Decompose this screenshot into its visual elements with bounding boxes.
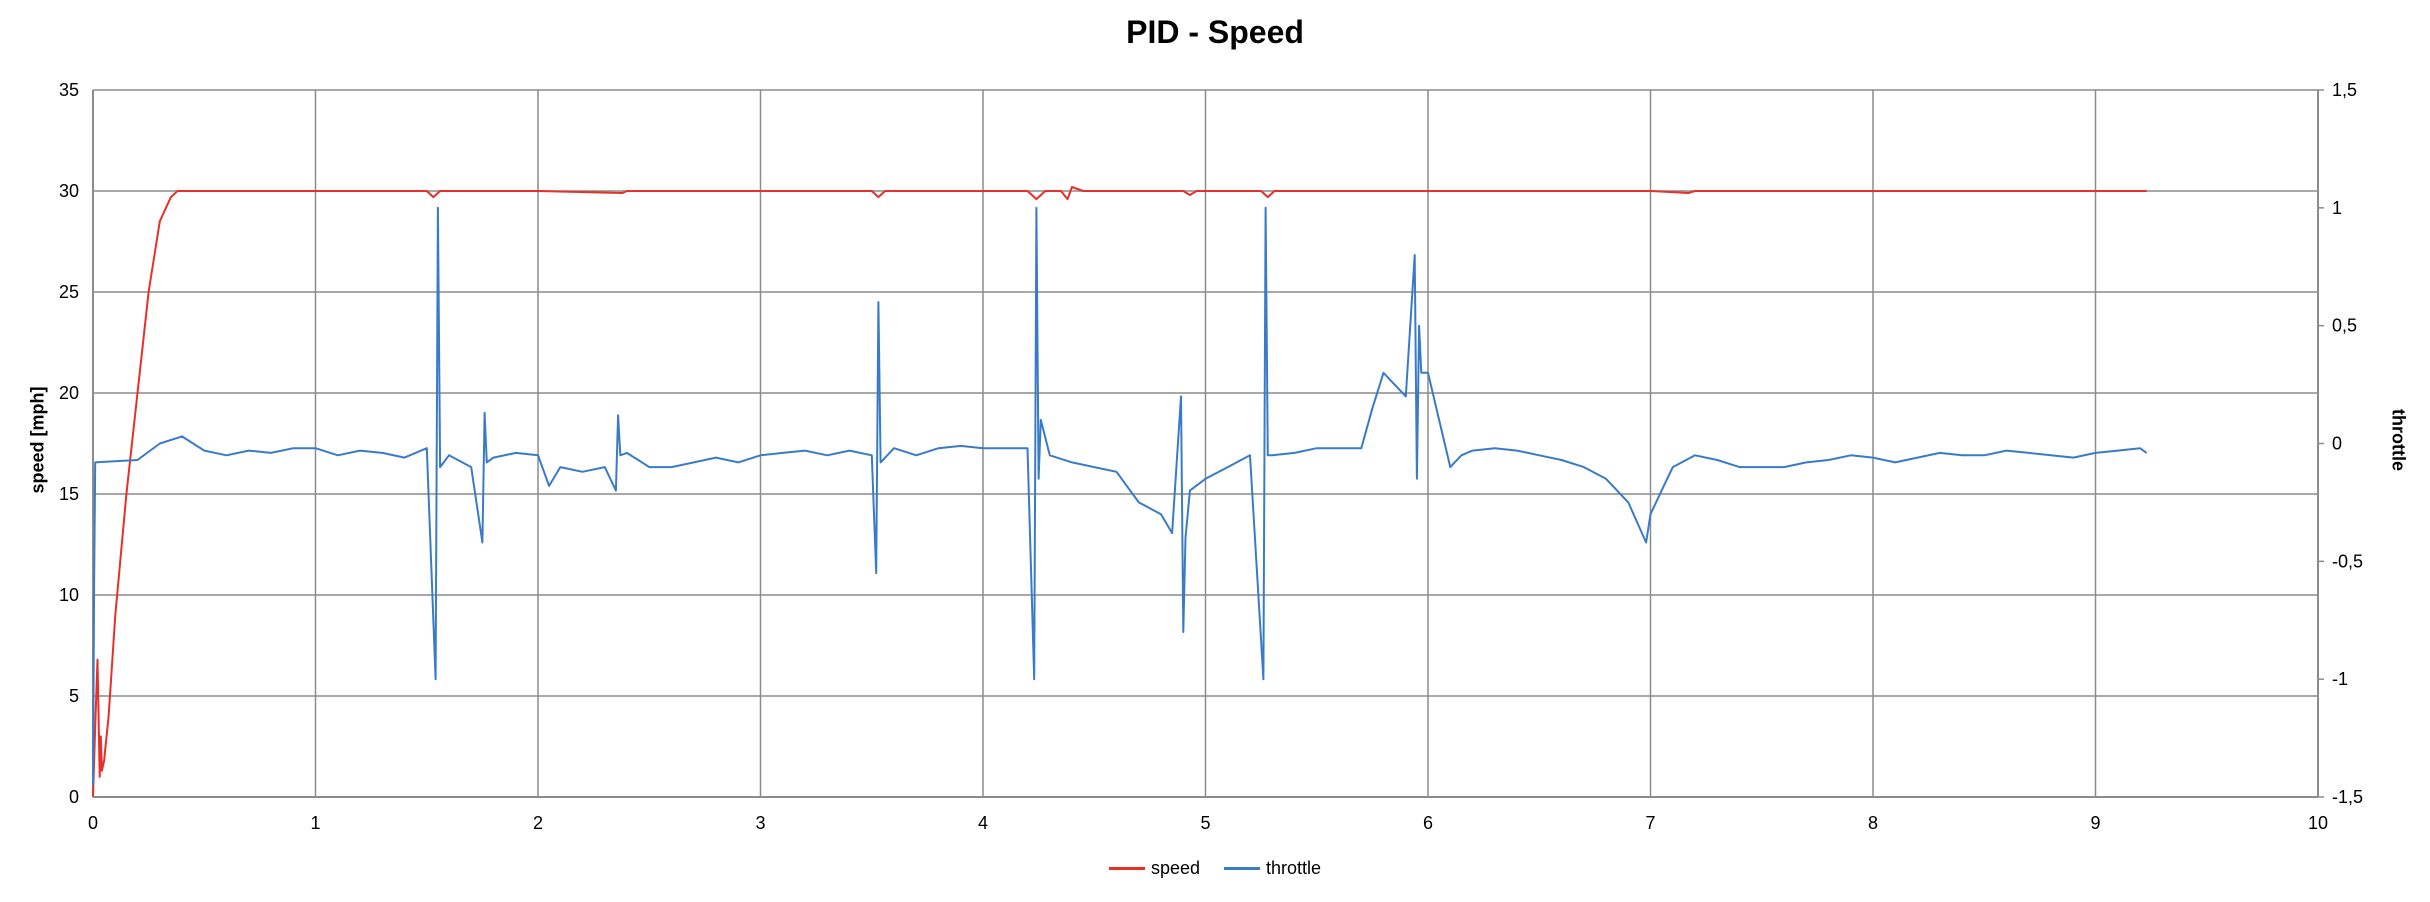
axes	[92, 89, 2324, 798]
legend-swatch-throttle	[1224, 867, 1260, 870]
series-line-throttle	[92, 206, 2148, 786]
y2-tick-label-1: -1	[2332, 669, 2348, 689]
legend-label-throttle: throttle	[1266, 858, 1322, 878]
y2-tick-label-6: 1,5	[2332, 80, 2357, 100]
y2-tick-label-4: 0,5	[2332, 316, 2357, 336]
y2-tick-label-5: 1	[2332, 198, 2342, 218]
x-tick-label-9: 9	[2090, 813, 2100, 833]
x-tick-label-0: 0	[88, 813, 98, 833]
x-tick-label-8: 8	[1868, 813, 1878, 833]
legend-item-speed: speed	[1108, 858, 1200, 879]
legend-label-speed: speed	[1150, 858, 1200, 878]
y-tick-label-3: 15	[59, 484, 79, 504]
y-tick-label-2: 10	[59, 585, 79, 605]
y-tick-label-1: 5	[69, 686, 79, 706]
x-tick-label-4: 4	[978, 813, 988, 833]
x-tick-label-6: 6	[1423, 813, 1433, 833]
x-tick-label-7: 7	[1645, 813, 1655, 833]
series-line-speed	[92, 186, 2147, 798]
y-tick-label-0: 0	[69, 787, 79, 807]
y-tick-label-6: 30	[59, 181, 79, 201]
x-tick-label-5: 5	[1200, 813, 1210, 833]
y2-tick-label-0: -1,5	[2332, 787, 2363, 807]
y2-tick-label-3: 0	[2332, 434, 2342, 454]
x-tick-label-3: 3	[755, 813, 765, 833]
tick-labels: 0 5 10 15 20 25 30 35 -1,5 -1 -0,5 0 0,5 1 1,5 0 1 2 3 4 5 6 7…	[59, 80, 2363, 833]
chart-title: PID - Speed	[1126, 14, 1304, 50]
y2-tick-label-2: -0,5	[2332, 551, 2363, 571]
series-lines	[92, 186, 2148, 798]
grid-lines	[92, 89, 2319, 798]
legend: speed throttle	[0, 858, 2430, 879]
legend-swatch-speed	[1108, 867, 1145, 870]
x-tick-label-1: 1	[310, 813, 320, 833]
y-tick-label-4: 20	[59, 383, 79, 403]
x-tick-label-2: 2	[533, 813, 543, 833]
y-tick-label-5: 25	[59, 282, 79, 302]
legend-item-throttle: throttle	[1224, 858, 1321, 879]
x-tick-label-10: 10	[2308, 813, 2328, 833]
y-tick-label-7: 35	[59, 80, 79, 100]
